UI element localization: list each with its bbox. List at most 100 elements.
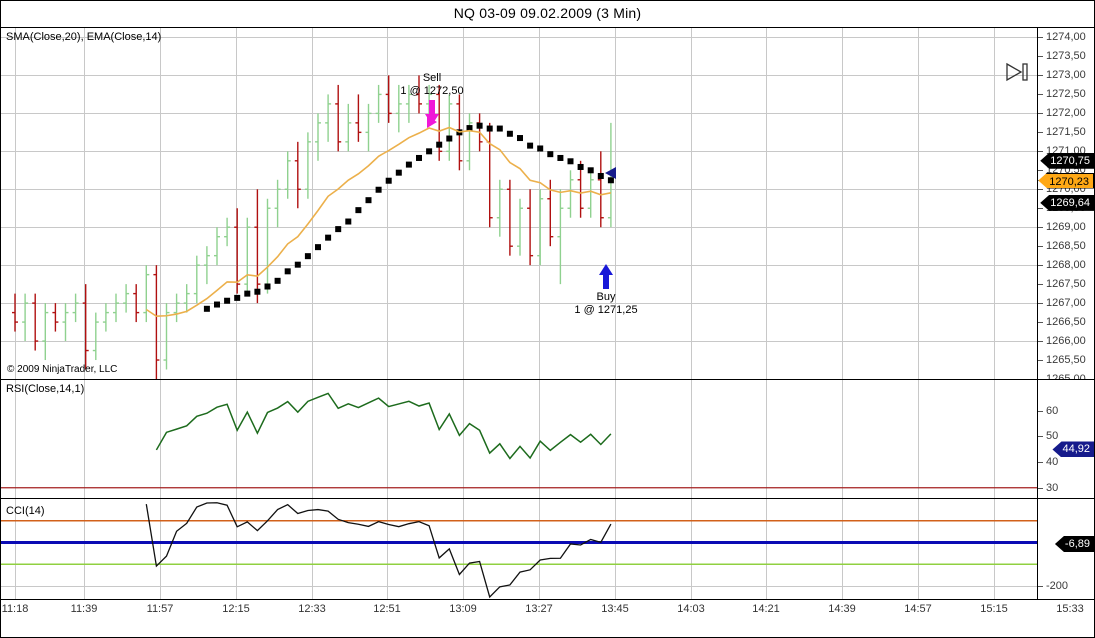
- gridline-horizontal: [1, 151, 1037, 152]
- buy-order-annotation-detail: 1 @ 1271,25: [574, 304, 638, 316]
- gridline-vertical: [766, 28, 767, 379]
- price-axis-label: 1273,00: [1046, 69, 1086, 82]
- price-axis-label: 1273,50: [1046, 50, 1086, 63]
- gridline-vertical: [539, 380, 540, 498]
- gridline-vertical: [160, 499, 161, 599]
- gridline-vertical: [766, 499, 767, 599]
- price-axis-label: 1272,00: [1046, 107, 1086, 120]
- gridline-vertical: [84, 380, 85, 498]
- time-axis-label: 13:45: [601, 603, 629, 615]
- sell-execution-marker: [427, 116, 437, 128]
- gridline-horizontal: [1, 37, 1037, 38]
- axis-tick: [1038, 341, 1043, 342]
- axis-tick: [1038, 75, 1043, 76]
- cci-indicator-label: CCI(14): [6, 505, 45, 517]
- gridline-vertical: [15, 499, 16, 599]
- price-axis-label: 1267,50: [1046, 278, 1086, 291]
- price-axis-label: 1266,50: [1046, 316, 1086, 329]
- axis-tick: [1038, 37, 1043, 38]
- gridline-vertical: [842, 28, 843, 379]
- play-to-end-icon[interactable]: [1004, 61, 1030, 83]
- price-axis-label: 1274,00: [1046, 31, 1086, 44]
- axis-tick: [1038, 151, 1043, 152]
- cci-plot-area[interactable]: [1, 499, 1037, 599]
- cci-y-axis[interactable]: -200 -6,89: [1037, 499, 1094, 599]
- gridline-vertical: [312, 499, 313, 599]
- price-y-axis[interactable]: 1274,00 1273,50 1273,00 1272,50 1272,00 1271,…: [1037, 28, 1094, 379]
- rsi-panel[interactable]: 60 50 40 30 44,92 RSI(Close,14,1): [1, 380, 1094, 499]
- time-axis-label: 12:15: [222, 603, 250, 615]
- rsi-plot-area[interactable]: [1, 380, 1037, 498]
- page-title: NQ 03-09 09.02.2009 (3 Min): [453, 5, 642, 21]
- gridline-vertical: [918, 380, 919, 498]
- gridline-vertical: [84, 28, 85, 379]
- time-axis-label: 14:21: [752, 603, 780, 615]
- gridline-vertical: [842, 499, 843, 599]
- axis-tick: [1038, 322, 1043, 323]
- price-axis-label: 1272,50: [1046, 88, 1086, 101]
- bid-price-tag[interactable]: 1269,64: [1040, 194, 1094, 211]
- rsi-axis-label: 30: [1046, 481, 1059, 494]
- gridline-vertical: [691, 499, 692, 599]
- axis-tick: [1038, 113, 1043, 114]
- cci-axis-label: -200: [1046, 579, 1069, 592]
- price-chart-panel[interactable]: Sell 1 @ 1272,50 Buy 1 @ 1271,25 1274,00 127…: [1, 28, 1094, 380]
- gridline-vertical: [691, 28, 692, 379]
- gridline-vertical: [539, 499, 540, 599]
- ask-price-tag[interactable]: 1270,75: [1040, 152, 1094, 169]
- time-axis-label: 15:33: [1056, 603, 1084, 615]
- price-indicator-label: SMA(Close,20), EMA(Close,14): [6, 31, 162, 43]
- gridline-vertical: [463, 28, 464, 379]
- time-axis-label: 13:27: [525, 603, 553, 615]
- sell-order-annotation-detail: 1 @ 1272,50: [400, 85, 464, 97]
- gridline-vertical: [387, 28, 388, 379]
- axis-tick: [1038, 56, 1043, 57]
- gridline-vertical: [994, 28, 995, 379]
- price-plot-area[interactable]: Sell 1 @ 1272,50 Buy 1 @ 1271,25: [1, 28, 1037, 379]
- gridline-vertical: [615, 380, 616, 498]
- price-axis-label: 1271,50: [1046, 126, 1086, 139]
- axis-tick: [1038, 303, 1043, 304]
- gridline-horizontal: [1, 113, 1037, 114]
- axis-tick: [1038, 246, 1043, 247]
- gridline-horizontal: [1, 341, 1037, 342]
- price-axis-label: 1265,50: [1046, 354, 1086, 367]
- axis-tick: [1038, 189, 1043, 190]
- axis-tick: [1038, 284, 1043, 285]
- last-price-tag[interactable]: 1270,23: [1038, 172, 1094, 189]
- cci-panel[interactable]: -200 -6,89 CCI(14): [1, 499, 1094, 600]
- buy-order-annotation-action: Buy: [596, 291, 616, 303]
- price-axis-label: 1268,50: [1046, 240, 1086, 253]
- copyright-text: © 2009 NinjaTrader, LLC: [7, 364, 118, 375]
- gridline-vertical: [994, 499, 995, 599]
- gridline-vertical: [766, 380, 767, 498]
- time-axis-label: 11:18: [1, 603, 29, 615]
- cci-value-tag[interactable]: -6,89: [1054, 535, 1094, 552]
- axis-tick: [1038, 208, 1043, 209]
- time-x-axis[interactable]: 11:18 11:39 11:57 12:15 12:33 12:51 13:09 13:27…: [1, 600, 1094, 637]
- gridline-vertical: [387, 499, 388, 599]
- time-axis-label: 12:33: [298, 603, 326, 615]
- gridline-vertical: [312, 380, 313, 498]
- gridline-vertical: [463, 380, 464, 498]
- rsi-axis-label: 40: [1046, 456, 1059, 469]
- price-axis-label: 1265,00: [1046, 373, 1086, 379]
- position-triangle-marker: [605, 167, 616, 179]
- rsi-y-axis[interactable]: 60 50 40 30 44,92: [1037, 380, 1094, 498]
- rsi-indicator-label: RSI(Close,14,1): [6, 383, 85, 395]
- gridline-vertical: [463, 499, 464, 599]
- time-axis-label: 11:57: [146, 603, 174, 615]
- gridline-vertical: [84, 499, 85, 599]
- axis-tick: [1038, 94, 1043, 95]
- axis-tick: [1038, 488, 1043, 489]
- price-axis-label: 1268,00: [1046, 259, 1086, 272]
- gridline-horizontal: [1, 75, 1037, 76]
- axis-tick: [1038, 360, 1043, 361]
- time-axis-label: 15:15: [980, 603, 1008, 615]
- axis-tick: [1038, 411, 1043, 412]
- rsi-value-tag[interactable]: 44,92: [1052, 441, 1094, 458]
- time-axis-label: 11:39: [70, 603, 98, 615]
- gridline-horizontal: [1, 265, 1037, 266]
- rsi-axis-label: 60: [1046, 404, 1059, 417]
